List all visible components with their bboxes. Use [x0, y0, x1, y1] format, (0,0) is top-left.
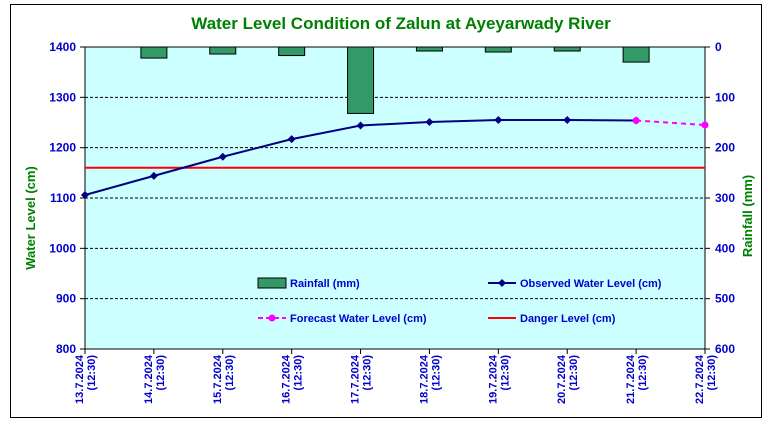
gridlines	[85, 96, 705, 300]
rainfall-bar	[140, 46, 168, 59]
forecast-point	[701, 121, 709, 129]
right-tick-label: 100	[715, 90, 735, 104]
observed-point	[563, 115, 572, 124]
x-tick-time: (12:30)	[499, 355, 511, 391]
legend-bar-swatch	[257, 277, 287, 289]
forecast-water-level-series	[632, 116, 709, 129]
legend-marker	[498, 279, 506, 287]
x-tick-date: 20.7.2024	[556, 354, 568, 404]
x-tick-date: 19.7.2024	[487, 354, 499, 404]
legend-label: Forecast Water Level (cm)	[290, 313, 427, 325]
x-tick-date: 22.7.2024	[694, 354, 706, 404]
y-axis-title: Water Level (cm)	[23, 166, 38, 270]
rainfall-bar	[278, 46, 306, 57]
left-tick-label: 1000	[49, 241, 76, 255]
left-tick-label: 1100	[50, 191, 76, 205]
x-tick-time: (12:30)	[293, 355, 305, 391]
observed-point	[218, 152, 227, 161]
x-tick-time: (12:30)	[362, 355, 374, 391]
x-tick-date: 16.7.2024	[281, 354, 293, 404]
x-tick-time: (12:30)	[430, 355, 442, 391]
observed-point	[425, 117, 434, 126]
right-tick-label: 400	[715, 241, 735, 255]
legend-marker	[268, 314, 276, 322]
right-tick-label: 0	[715, 40, 722, 54]
chart-title: Water Level Condition of Zalun at Ayeyar…	[191, 14, 611, 33]
observed-point	[287, 135, 296, 144]
rainfall-bar	[415, 46, 443, 52]
forecast-point	[632, 116, 640, 124]
x-tick-time: (12:30)	[637, 355, 649, 391]
right-tick-label: 600	[715, 342, 735, 356]
x-tick-date: 14.7.2024	[143, 354, 155, 404]
legend-label: Danger Level (cm)	[520, 313, 616, 325]
observed-point	[356, 121, 365, 130]
rainfall-bar	[622, 46, 650, 63]
left-tick-label: 1400	[49, 40, 76, 54]
left-axis-ticks: 800 900 1000 1100 1200 1300 1400	[49, 40, 85, 356]
rainfall-bar	[484, 46, 512, 53]
observed-point	[81, 190, 89, 199]
left-tick-label: 800	[56, 342, 76, 356]
observed-point	[149, 171, 158, 180]
rainfall-bar	[553, 46, 581, 52]
x-tick-time: (12:30)	[86, 355, 98, 391]
forecast-line	[636, 119, 706, 127]
legend-label: Rainfall (mm)	[290, 278, 360, 290]
x-tick-date: 21.7.2024	[625, 354, 637, 404]
right-axis-ticks: 0 100 200 300 400 500 600	[705, 40, 735, 356]
right-tick-label: 500	[715, 292, 735, 306]
x-axis-ticks: 13.7.2024 (12:30) 14.7.2024 (12:30) 15.7.202…	[74, 349, 718, 404]
legend: Rainfall (mm) Observed Water Level (cm) Fo…	[257, 277, 662, 325]
left-tick-label: 1200	[49, 141, 76, 155]
x-tick-time: (12:30)	[568, 355, 580, 391]
rainfall-bar	[209, 46, 237, 55]
y2-axis-title: Rainfall (mm)	[740, 175, 755, 257]
x-tick-time: (12:30)	[224, 355, 236, 391]
x-tick-date: 18.7.2024	[418, 354, 430, 404]
x-tick-time: (12:30)	[155, 355, 167, 391]
x-tick-date: 17.7.2024	[350, 354, 362, 404]
observed-point	[494, 115, 503, 124]
legend-label: Observed Water Level (cm)	[520, 278, 662, 290]
rainfall-bars	[140, 46, 650, 114]
left-tick-label: 1300	[49, 90, 76, 104]
rainfall-bar	[347, 46, 375, 114]
x-tick-date: 13.7.2024	[74, 354, 86, 404]
x-tick-time: (12:30)	[706, 355, 718, 391]
x-tick-date: 15.7.2024	[212, 354, 224, 404]
right-tick-label: 300	[715, 191, 735, 205]
right-tick-label: 200	[715, 141, 735, 155]
left-tick-label: 900	[56, 292, 76, 306]
